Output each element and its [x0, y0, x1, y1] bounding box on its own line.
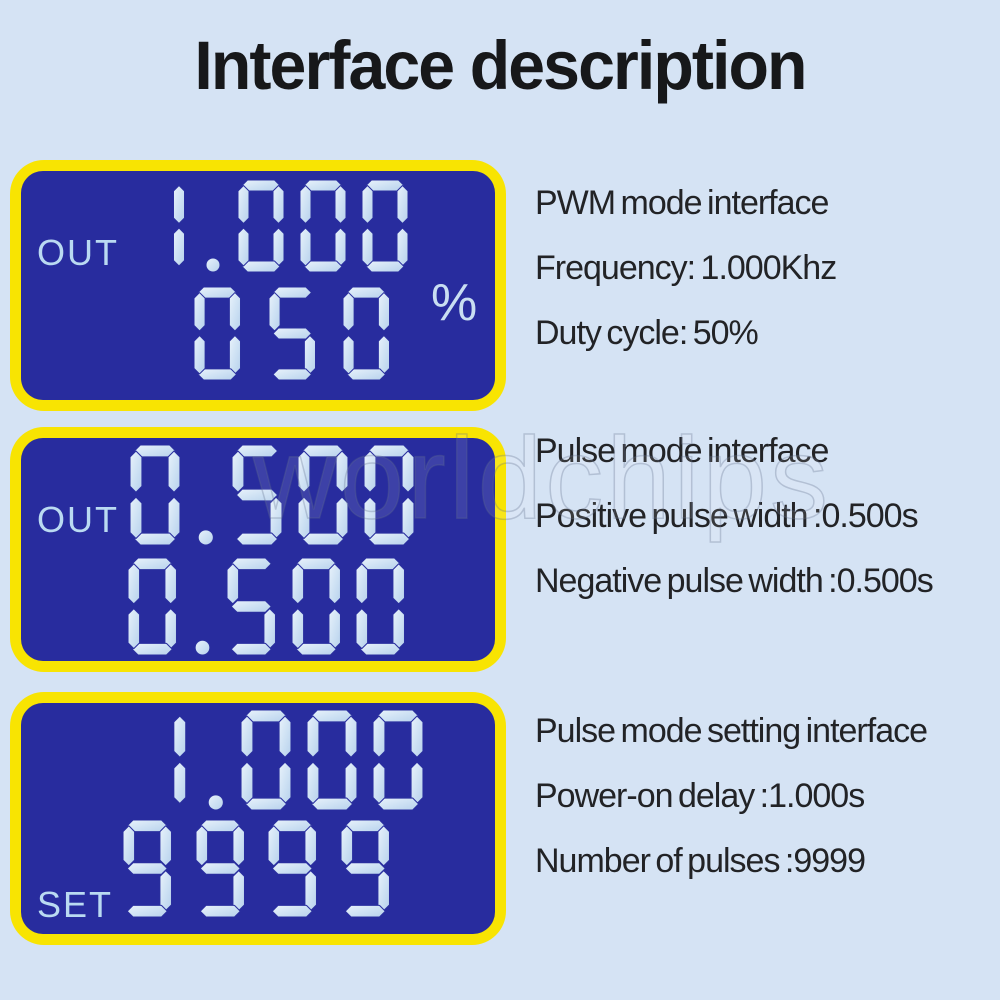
- lcd-panel-pulse-mode: OUT: [10, 427, 506, 672]
- lcd-pulse-count-readout: [123, 820, 389, 917]
- description-title: PWM mode interface: [535, 184, 829, 222]
- description-line: Duty cycle: 50%: [535, 314, 759, 352]
- lcd-screen-setting: SET: [21, 703, 495, 934]
- description-line: Number of pulses :9999: [535, 842, 866, 880]
- description-pwm-mode: PWM mode interface Frequency: 1.000Khz D…: [535, 183, 995, 378]
- lcd-panel-pwm-mode: OUT %: [10, 160, 506, 411]
- percent-unit-label: %: [431, 274, 478, 332]
- lcd-duty-cycle-readout: [194, 287, 390, 380]
- description-title: Pulse mode setting interface: [535, 712, 928, 750]
- lcd-positive-pulse-readout: [130, 445, 414, 545]
- description-line: Frequency: 1.000Khz: [535, 249, 837, 287]
- page-title: Interface description: [194, 27, 807, 104]
- lcd-screen-pulse: OUT: [21, 438, 495, 661]
- lcd-out-label: OUT: [37, 232, 119, 273]
- lcd-frequency-readout: [170, 180, 408, 272]
- lcd-set-label: SET: [37, 884, 114, 925]
- description-line: Positive pulse width :0.500s: [535, 497, 919, 535]
- lcd-out-label: OUT: [37, 499, 119, 540]
- lcd-screen-pwm: OUT %: [21, 171, 495, 400]
- description-line: Power-on delay :1.000s: [535, 777, 865, 815]
- description-pulse-setting: Pulse mode setting interface Power-on de…: [535, 711, 995, 906]
- lcd-negative-pulse-readout: [128, 558, 405, 655]
- lcd-delay-readout: [170, 710, 424, 810]
- description-line: Negative pulse width :0.500s: [535, 562, 934, 600]
- lcd-panel-pulse-setting: SET: [10, 692, 506, 945]
- description-pulse-mode: Pulse mode interface Positive pulse widt…: [535, 431, 995, 626]
- description-title: Pulse mode interface: [535, 432, 829, 470]
